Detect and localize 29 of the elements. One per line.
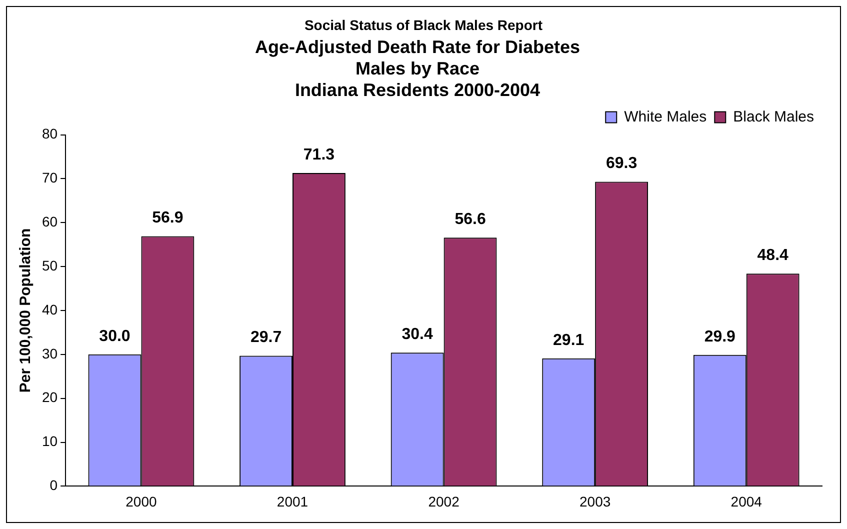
legend-label: Black Males: [733, 108, 814, 126]
x-tick-label: 2001: [276, 493, 308, 510]
y-tick-label: 80: [42, 126, 58, 142]
data-label: 69.3: [606, 155, 638, 172]
y-tick-label: 50: [42, 257, 58, 274]
y-axis-title: Per 100,000 Population: [17, 228, 34, 393]
y-tick-label: 20: [42, 389, 58, 406]
y-tick-label: 60: [42, 214, 58, 230]
legend-label: White Males: [624, 108, 707, 126]
x-tick-label: 2002: [428, 493, 460, 510]
data-label: 29.1: [553, 332, 584, 349]
data-label: 29.9: [704, 328, 736, 346]
y-tick-label: 10: [42, 433, 58, 450]
x-tick-label: 2004: [730, 493, 762, 510]
y-tick-label: 0: [50, 477, 58, 494]
chart-title: Age-Adjusted Death Rate for Diabetes Males by Race Indiana Residents 2000-2004: [254, 36, 580, 100]
data-label: 71.3: [303, 146, 335, 164]
chart-subtitle: Social Status of Black Males Report: [303, 17, 544, 33]
y-tick-label: 40: [42, 301, 58, 318]
data-label: 48.4: [757, 247, 789, 264]
data-label: 56.9: [152, 210, 184, 227]
data-label: 30.0: [99, 328, 130, 345]
x-tick-label: 2003: [579, 493, 611, 510]
y-tick-label: 70: [42, 170, 58, 186]
x-tick-label: 2000: [126, 493, 157, 510]
data-label: 56.6: [454, 210, 486, 228]
y-tick-label: 30: [42, 345, 58, 362]
data-label: 29.7: [250, 329, 282, 346]
data-label: 30.4: [402, 326, 433, 344]
